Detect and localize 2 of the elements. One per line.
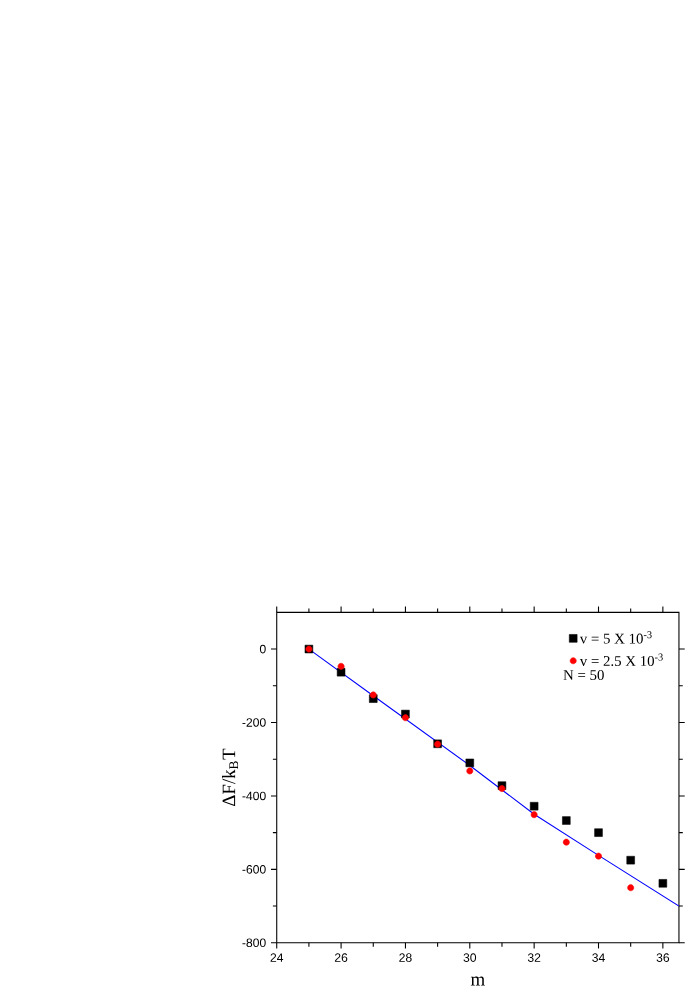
x-axis-title: m: [471, 976, 486, 986]
y-axis-title: ΔF/k$_{B}$T: [222, 748, 239, 807]
